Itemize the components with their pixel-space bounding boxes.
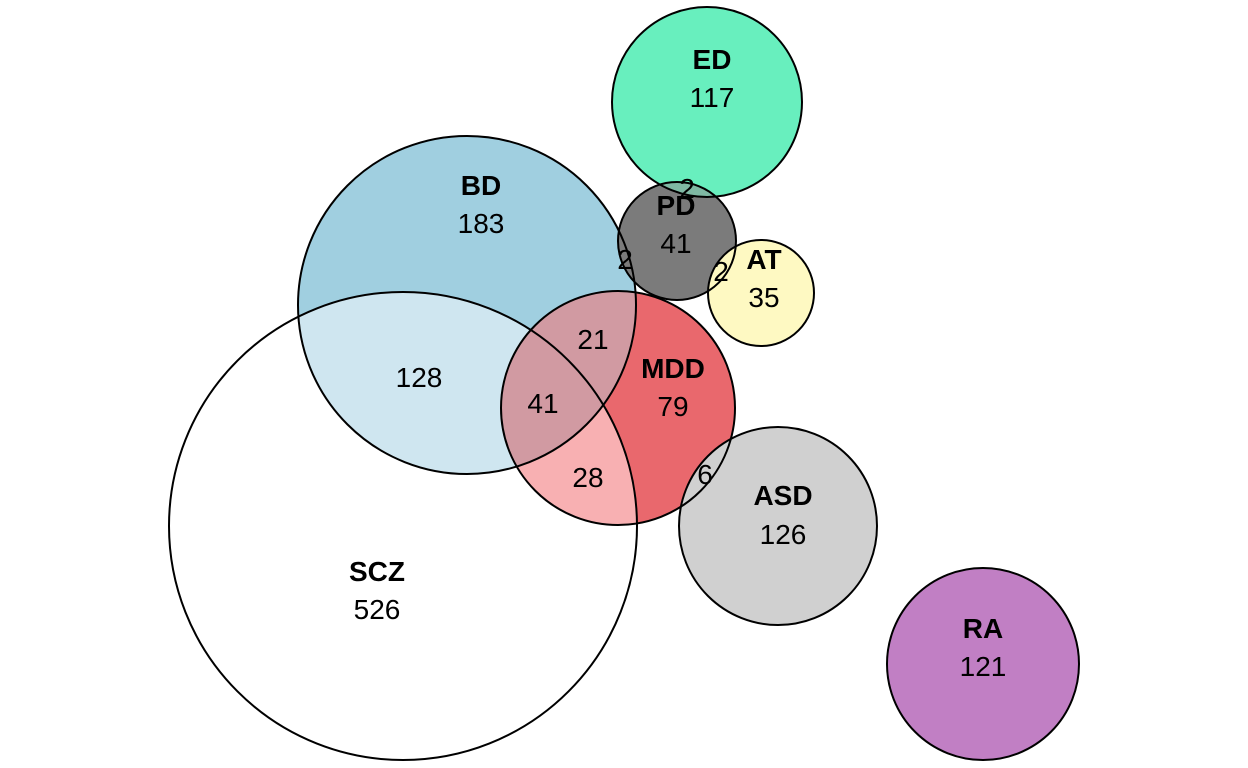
circle-ed [612, 7, 802, 197]
outline-ra [886, 567, 1080, 761]
set-count-pd: 41 [660, 228, 691, 259]
overlap-count-scz-mdd: 28 [572, 462, 603, 493]
circle-at [708, 240, 814, 346]
circle-ra [887, 568, 1079, 760]
set-name-mdd: MDD [641, 353, 705, 384]
set-count-scz: 526 [354, 594, 401, 625]
set-name-ed: ED [693, 44, 732, 75]
set-name-pd: PD [657, 190, 696, 221]
set-count-at: 35 [748, 282, 779, 313]
set-labels: ED 117 BD 183 PD 41 AT 35 MDD 79 ASD 126… [349, 44, 1006, 682]
overlap-count-bd-pd: 2 [617, 244, 633, 275]
set-count-mdd: 79 [657, 391, 688, 422]
overlap-count-pd-at: 2 [713, 256, 729, 287]
overlap-count-bd-mdd: 21 [577, 324, 608, 355]
circle-asd [679, 427, 877, 625]
set-count-bd: 183 [458, 208, 505, 239]
set-name-bd: BD [461, 170, 501, 201]
set-name-scz: SCZ [349, 556, 405, 587]
set-count-ra: 121 [960, 651, 1007, 682]
outline-bd [297, 135, 637, 475]
overlap-labels: 128 21 41 28 6 2 2 2 [396, 173, 729, 493]
outline-scz [168, 291, 638, 761]
outline-pd [617, 181, 737, 301]
set-name-at: AT [746, 244, 781, 275]
set-count-ed: 117 [690, 82, 735, 113]
overlap-count-ed-pd: 2 [679, 173, 695, 204]
set-name-ra: RA [963, 613, 1003, 644]
set-circles [169, 7, 1079, 760]
set-name-asd: ASD [753, 480, 812, 511]
set-outlines [168, 6, 1080, 761]
outline-ed [611, 6, 803, 198]
outline-mdd [500, 290, 736, 526]
overlap-count-mdd-asd: 6 [697, 459, 713, 490]
outline-asd [678, 426, 878, 626]
circle-pd [618, 182, 736, 300]
overlap-count-scz-bd-mdd: 41 [527, 388, 558, 419]
set-count-asd: 126 [760, 519, 807, 550]
overlap-count-scz-bd: 128 [396, 362, 443, 393]
outline-at [707, 239, 815, 347]
